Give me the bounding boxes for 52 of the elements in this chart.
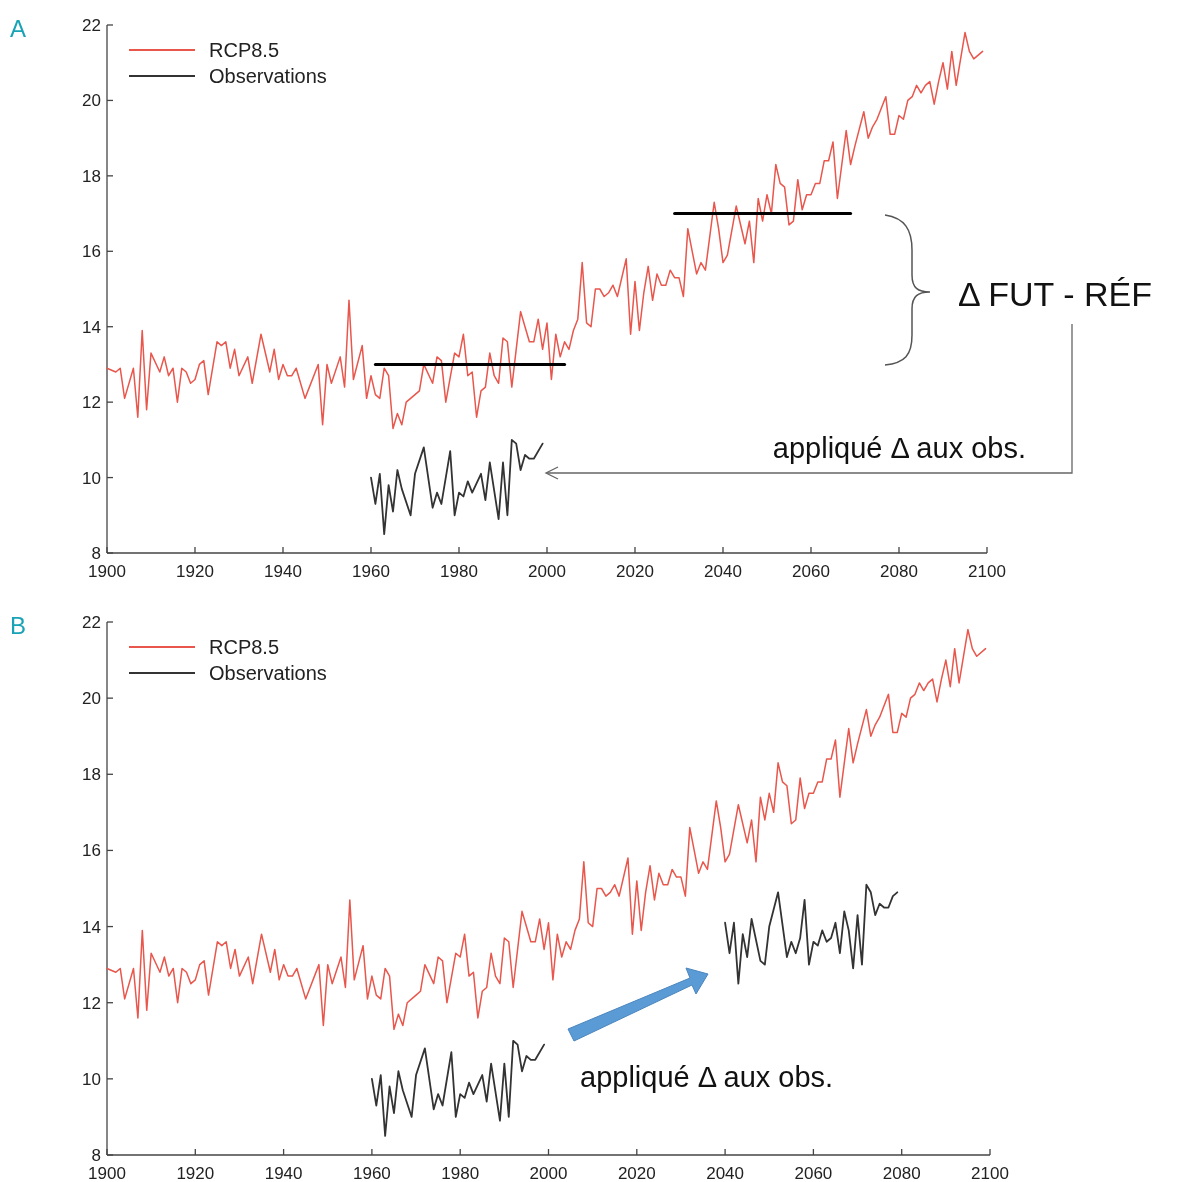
- y-tick-label: 22: [82, 16, 101, 35]
- x-tick-label: 2060: [794, 1164, 833, 1182]
- x-tick-label: 1940: [264, 562, 302, 581]
- y-tick-label: 12: [82, 993, 101, 1013]
- y-tick-label: 10: [82, 1069, 101, 1089]
- x-tick-label: 1960: [352, 562, 390, 581]
- x-tick-label: 2040: [704, 562, 742, 581]
- legend-label: RCP8.5: [209, 636, 280, 658]
- annotation: appliqué Δ aux obs.: [772, 432, 1026, 464]
- annotation: Δ FUT - RÉF: [958, 275, 1152, 313]
- annotation: appliqué Δ aux obs.: [580, 1061, 834, 1093]
- legend-label: RCP8.5: [209, 39, 280, 61]
- y-tick-label: 14: [82, 317, 101, 337]
- x-tick-label: 2100: [968, 562, 1006, 581]
- y-tick-label: 22: [82, 613, 101, 632]
- line-series: [106, 628, 987, 1031]
- y-tick-label: 16: [82, 841, 101, 861]
- y-tick-label: 18: [82, 765, 101, 785]
- x-tick-label: 2060: [792, 562, 830, 581]
- x-tick-label: 1960: [352, 1164, 391, 1182]
- y-tick-label: 8: [91, 1146, 101, 1165]
- x-tick-label: 2000: [528, 562, 566, 581]
- line-series: [106, 31, 984, 430]
- x-tick-label: 2040: [706, 1164, 745, 1182]
- y-tick-label: 20: [82, 91, 101, 111]
- legend-label: Observations: [209, 65, 327, 87]
- line-series: [371, 1039, 545, 1137]
- y-tick-label: 16: [82, 242, 101, 262]
- x-tick-label: 1900: [88, 1164, 126, 1182]
- x-tick-label: 1920: [176, 562, 214, 581]
- y-tick-label: 14: [82, 917, 101, 937]
- x-tick-label: 2100: [971, 1164, 1009, 1182]
- x-tick-label: 1900: [88, 562, 126, 581]
- x-tick-label: 1980: [441, 1164, 480, 1182]
- line-series: [724, 883, 899, 985]
- x-tick-label: 2020: [616, 562, 654, 581]
- x-tick-label: 1920: [176, 1164, 215, 1182]
- x-tick-label: 2080: [880, 562, 918, 581]
- y-tick-label: 12: [82, 393, 101, 413]
- chart-title: B: [10, 612, 27, 639]
- x-tick-label: 1940: [264, 1164, 303, 1182]
- x-tick-label: 1980: [440, 562, 478, 581]
- x-tick-label: 2080: [882, 1164, 921, 1182]
- chart-title: A: [10, 15, 27, 42]
- y-tick-label: 20: [82, 689, 101, 709]
- y-tick-label: 18: [82, 166, 101, 186]
- line-series: [370, 438, 544, 536]
- y-tick-label: 10: [82, 468, 101, 488]
- legend-label: Observations: [209, 662, 327, 684]
- x-tick-label: 2000: [529, 1164, 568, 1182]
- x-tick-label: 2020: [617, 1164, 656, 1182]
- y-tick-label: 8: [91, 544, 101, 563]
